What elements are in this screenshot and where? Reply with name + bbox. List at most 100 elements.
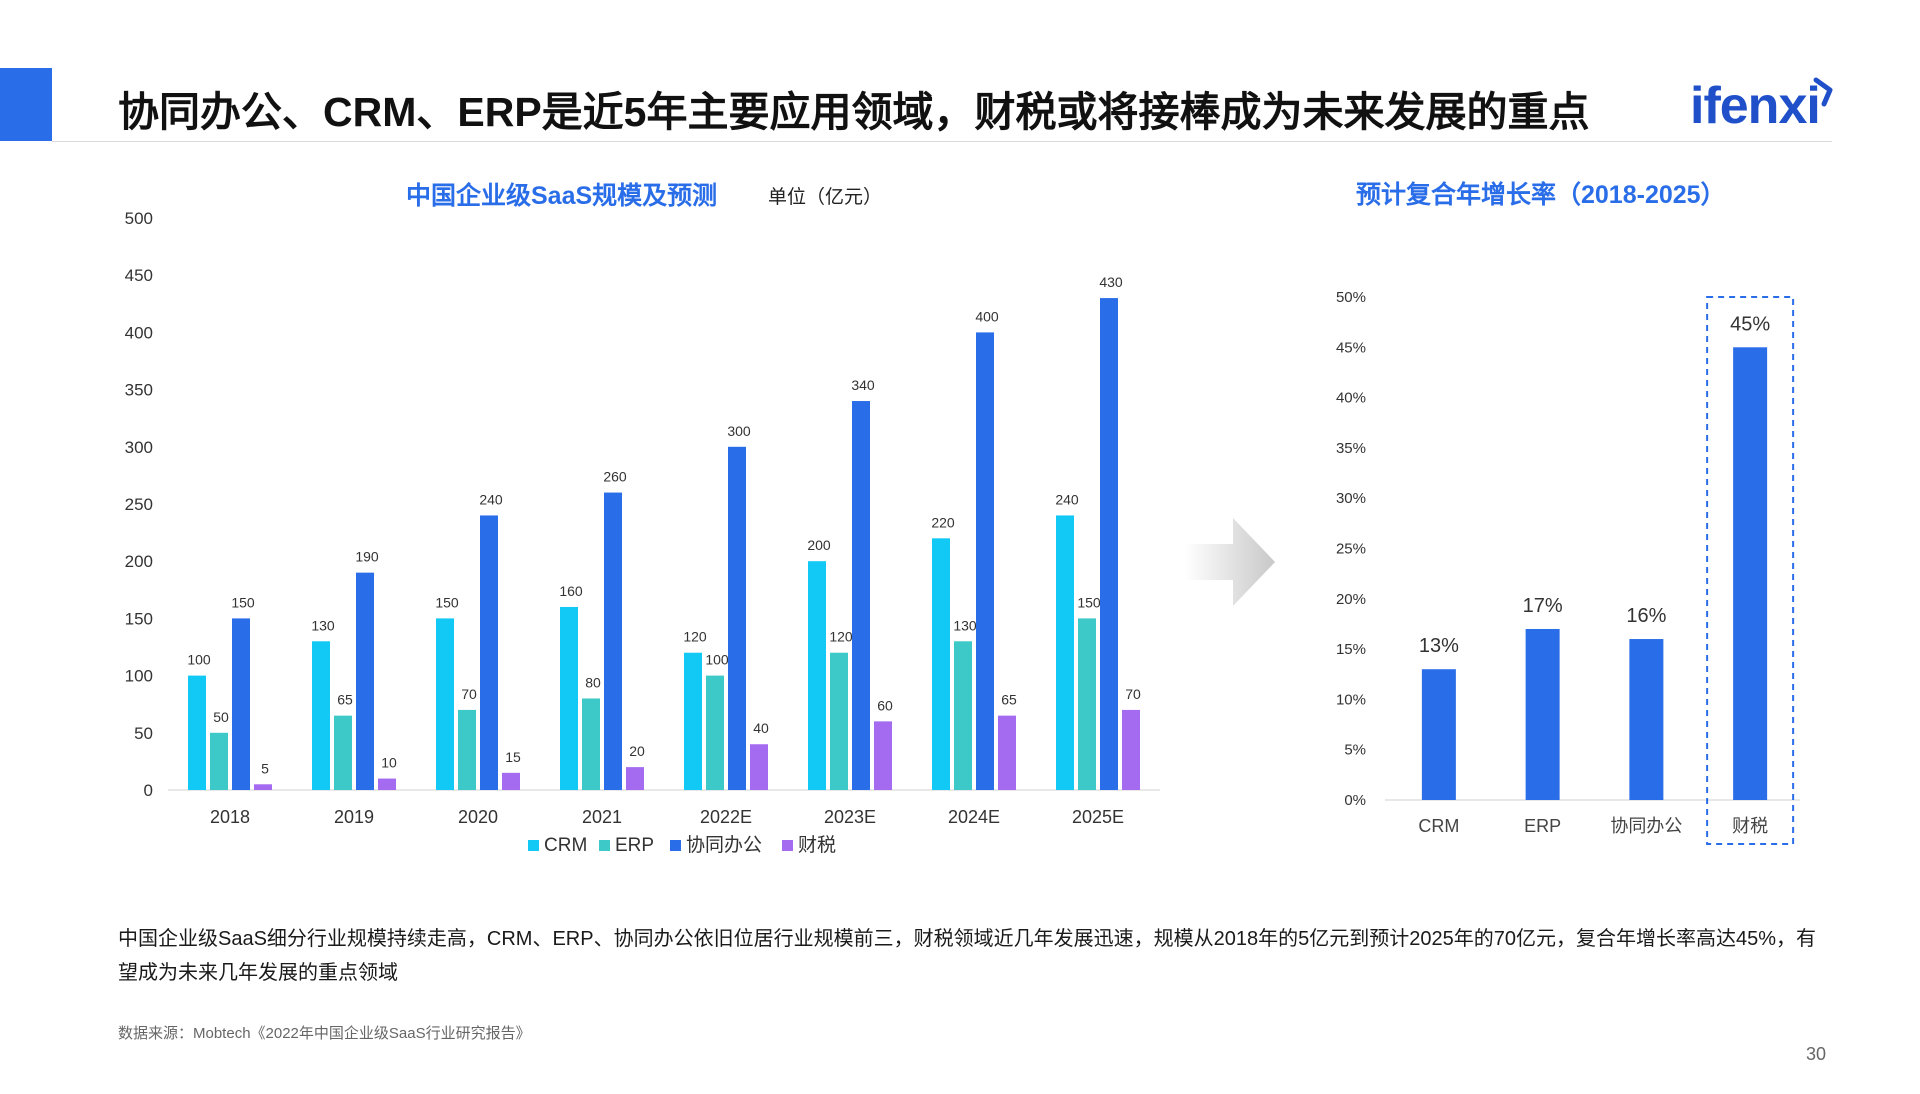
- y-tick-label: 15%: [1336, 641, 1366, 658]
- highlight-dashed-box: [1706, 296, 1795, 845]
- y-tick-label: 450: [125, 266, 153, 285]
- data-label: 17%: [1523, 595, 1563, 617]
- data-label: 70: [1125, 686, 1141, 702]
- bar-ERP: [334, 715, 352, 790]
- bar-财税: [998, 715, 1016, 790]
- bar-财税: [750, 744, 768, 790]
- data-label: 120: [829, 629, 853, 645]
- data-label: 430: [1099, 274, 1123, 290]
- data-label: 240: [479, 491, 503, 507]
- page-number: 30: [1806, 1044, 1827, 1064]
- bar-协同办公: [604, 492, 622, 790]
- data-label: 45%: [1730, 313, 1770, 335]
- legend-label: CRM: [544, 835, 587, 856]
- legend-swatch: [528, 840, 539, 851]
- data-label: 340: [851, 377, 875, 393]
- bar-CRM: [1421, 669, 1456, 800]
- legend-swatch: [599, 840, 610, 851]
- x-tick-label: 2019: [334, 807, 374, 827]
- x-tick-label: CRM: [1418, 816, 1459, 836]
- y-tick-label: 45%: [1336, 339, 1366, 356]
- y-tick-label: 50: [134, 724, 153, 743]
- y-tick-label: 150: [125, 609, 153, 628]
- data-label: 100: [187, 652, 211, 668]
- data-label: 400: [975, 308, 999, 324]
- y-tick-label: 40%: [1336, 390, 1366, 407]
- data-label: 50: [213, 709, 229, 725]
- bar-财税: [254, 784, 272, 790]
- y-tick-label: 50%: [1336, 289, 1366, 306]
- data-label: 16%: [1626, 605, 1666, 627]
- data-label: 70: [461, 686, 477, 702]
- accent-block: [0, 68, 52, 141]
- data-label: 13%: [1419, 635, 1459, 657]
- data-label: 65: [337, 692, 353, 708]
- y-tick-label: 20%: [1336, 591, 1366, 608]
- y-tick-label: 0%: [1344, 792, 1366, 809]
- logo-arrow-icon: [1813, 77, 1833, 107]
- data-label: 130: [311, 617, 335, 633]
- x-tick-label: 2018: [210, 807, 250, 827]
- bar-ERP: [954, 641, 972, 790]
- y-tick-label: 5%: [1344, 742, 1366, 759]
- right-arrow-icon: [1185, 518, 1275, 606]
- bar-协同办公: [852, 401, 870, 790]
- x-tick-label: 2025E: [1072, 807, 1124, 827]
- data-label: 150: [435, 594, 459, 610]
- legend-label: ERP: [615, 835, 654, 856]
- y-tick-label: 100: [125, 667, 153, 686]
- y-tick-label: 10%: [1336, 691, 1366, 708]
- x-tick-label: 协同办公: [1610, 816, 1682, 836]
- y-tick-label: 350: [125, 381, 153, 400]
- left-chart-unit: 单位（亿元）: [768, 187, 883, 208]
- data-label: 160: [559, 583, 583, 599]
- data-label: 130: [953, 617, 977, 633]
- bar-CRM: [312, 641, 330, 790]
- bar-ERP: [706, 675, 724, 790]
- ifenxi-logo: ifenxi: [1690, 74, 1840, 138]
- page-title: 协同办公、CRM、ERP是近5年主要应用领域，财税或将接棒成为未来发展的重点: [118, 89, 1590, 135]
- data-label: 10: [381, 755, 397, 771]
- bar-财税: [1733, 347, 1768, 800]
- bar-CRM: [1056, 515, 1074, 790]
- bar-ERP: [1525, 628, 1560, 800]
- data-label: 40: [753, 720, 769, 736]
- data-label: 190: [355, 549, 379, 565]
- data-label: 200: [807, 537, 831, 553]
- bar-协同办公: [480, 515, 498, 790]
- bar-财税: [378, 778, 396, 790]
- bar-CRM: [188, 675, 206, 790]
- bar-财税: [1122, 709, 1140, 790]
- bar-财税: [626, 767, 644, 790]
- bar-财税: [874, 721, 892, 790]
- bar-协同办公: [728, 446, 746, 790]
- data-label: 100: [705, 652, 729, 668]
- data-label: 150: [1077, 594, 1101, 610]
- x-tick-label: 2024E: [948, 807, 1000, 827]
- x-tick-label: 2022E: [700, 807, 752, 827]
- data-label: 260: [603, 469, 627, 485]
- bar-ERP: [1078, 618, 1096, 790]
- y-tick-label: 0: [144, 781, 153, 800]
- bar-CRM: [808, 561, 826, 790]
- bar-协同办公: [976, 332, 994, 790]
- data-label: 240: [1055, 491, 1079, 507]
- data-label: 300: [727, 423, 751, 439]
- bar-ERP: [210, 732, 228, 790]
- legend-label: 财税: [798, 834, 836, 856]
- logo-text: ifenxi: [1690, 77, 1821, 135]
- summary-text: 中国企业级SaaS细分行业规模持续走高，CRM、ERP、协同办公依旧位居行业规模…: [118, 928, 1816, 984]
- data-label: 5: [261, 760, 269, 776]
- y-tick-label: 250: [125, 495, 153, 514]
- data-label: 15: [505, 749, 521, 765]
- data-label: 220: [931, 514, 955, 530]
- x-tick-label: 财税: [1732, 816, 1768, 836]
- bar-财税: [502, 772, 520, 790]
- legend-swatch: [670, 840, 681, 851]
- data-label: 60: [877, 697, 893, 713]
- right-chart-title: 预计复合年增长率（2018-2025）: [1356, 181, 1726, 209]
- title-divider: [52, 141, 1832, 142]
- bar-协同办公: [1629, 639, 1664, 800]
- data-label: 120: [683, 629, 707, 645]
